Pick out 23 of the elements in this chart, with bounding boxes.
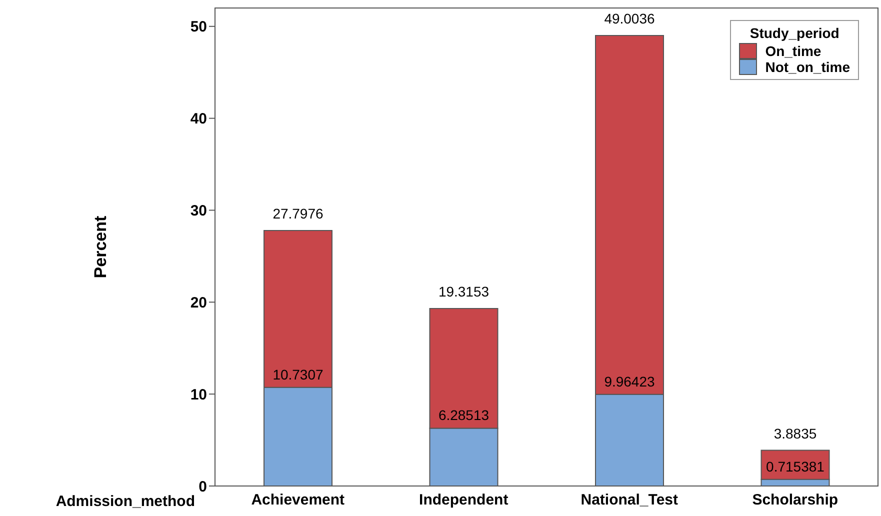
y-axis-title: Percent	[91, 215, 110, 278]
x-tick-label: Independent	[419, 492, 508, 509]
y-tick-label: 40	[190, 110, 207, 128]
x-tick-label: National_Test	[580, 492, 678, 509]
y-tick-label: 20	[190, 294, 207, 312]
legend-label: On_time	[765, 43, 822, 59]
data-label: 6.28513	[438, 407, 490, 424]
total-label: 19.3153	[438, 283, 490, 300]
data-label: 10.7307	[272, 366, 324, 382]
y-tick-label: 0	[198, 478, 207, 496]
y-tick-label: 30	[190, 202, 207, 220]
total-label: 27.7976	[272, 205, 324, 222]
x-tick-label: Achievement	[251, 492, 345, 509]
x-tick-label: Scholarship	[752, 492, 838, 509]
data-label: 0.715381	[766, 458, 825, 474]
data-label: 9.96423	[604, 373, 656, 390]
y-tick-label: 50	[190, 18, 207, 36]
x-axis-title: Admission_method	[56, 493, 195, 510]
total-label: 49.0036	[604, 10, 656, 27]
y-tick-label: 10	[190, 386, 207, 404]
legend-title: Study_period	[748, 25, 840, 41]
total-label: 3.8835	[774, 425, 817, 442]
legend-label: Not_on_time	[765, 59, 850, 75]
